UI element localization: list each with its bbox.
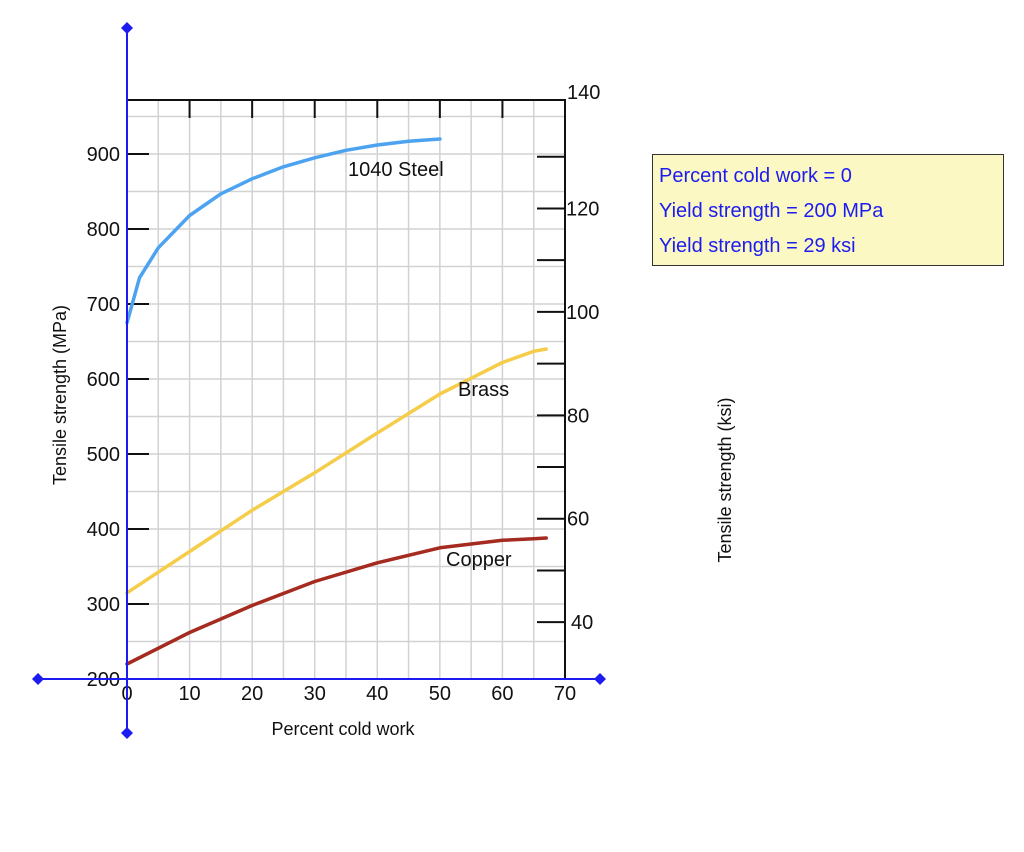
series-line-copper — [125, 536, 548, 666]
grid-lines — [127, 100, 565, 679]
x-tick-label: 10 — [178, 683, 200, 705]
x-tick-label: 20 — [241, 683, 263, 705]
cursor-handle-left[interactable] — [32, 673, 44, 685]
cursor-handle-top[interactable] — [121, 22, 133, 34]
y-tick-label: 700 — [87, 294, 120, 316]
x-tick-label: 60 — [491, 683, 513, 705]
y-tick-label: 300 — [87, 594, 120, 616]
y-tick-right-label: 80 — [567, 405, 589, 427]
readout-box: Percent cold work = 0 Yield strength = 2… — [652, 154, 1004, 266]
series-lines — [125, 137, 548, 666]
y-tick-right-label: 100 — [566, 302, 599, 324]
x-tick-label: 50 — [429, 683, 451, 705]
y-axis-title: Tensile strength (MPa) — [50, 305, 70, 485]
series-label-1040-steel: 1040 Steel — [348, 159, 444, 181]
y-tick-label: 900 — [87, 144, 120, 166]
series-line-1040-steel — [125, 137, 442, 325]
y-tick-right-label: 40 — [571, 612, 593, 634]
crosshair-cursor[interactable] — [32, 22, 606, 739]
y-axis-right-title: Tensile strength (ksi) — [715, 397, 735, 562]
y-tick-label: 800 — [87, 219, 120, 241]
readout-yield-strength-ksi: Yield strength = 29 ksi — [659, 235, 856, 257]
series-line-brass — [125, 347, 548, 595]
x-tick-label: 40 — [366, 683, 388, 705]
y-tick-right-label: 60 — [567, 509, 589, 531]
tick-labels: 0102030405060702003004005006007008009004… — [87, 82, 601, 705]
y-tick-right-label: 140 — [567, 82, 600, 104]
y-tick-label: 500 — [87, 444, 120, 466]
x-tick-label: 30 — [304, 683, 326, 705]
tick-marks — [127, 100, 565, 624]
y-tick-label: 400 — [87, 519, 120, 541]
cursor-handle-bottom[interactable] — [121, 727, 133, 739]
readout-yield-strength-mpa: Yield strength = 200 MPa — [659, 200, 884, 222]
y-tick-label: 600 — [87, 369, 120, 391]
readout-percent-cold-work: Percent cold work = 0 — [659, 165, 852, 187]
series-label-copper: Copper — [446, 549, 512, 571]
y-tick-right-label: 120 — [566, 198, 599, 220]
x-axis-title: Percent cold work — [271, 719, 415, 739]
cursor-handle-right[interactable] — [594, 673, 606, 685]
series-label-brass: Brass — [458, 379, 509, 401]
x-tick-label: 70 — [554, 683, 576, 705]
